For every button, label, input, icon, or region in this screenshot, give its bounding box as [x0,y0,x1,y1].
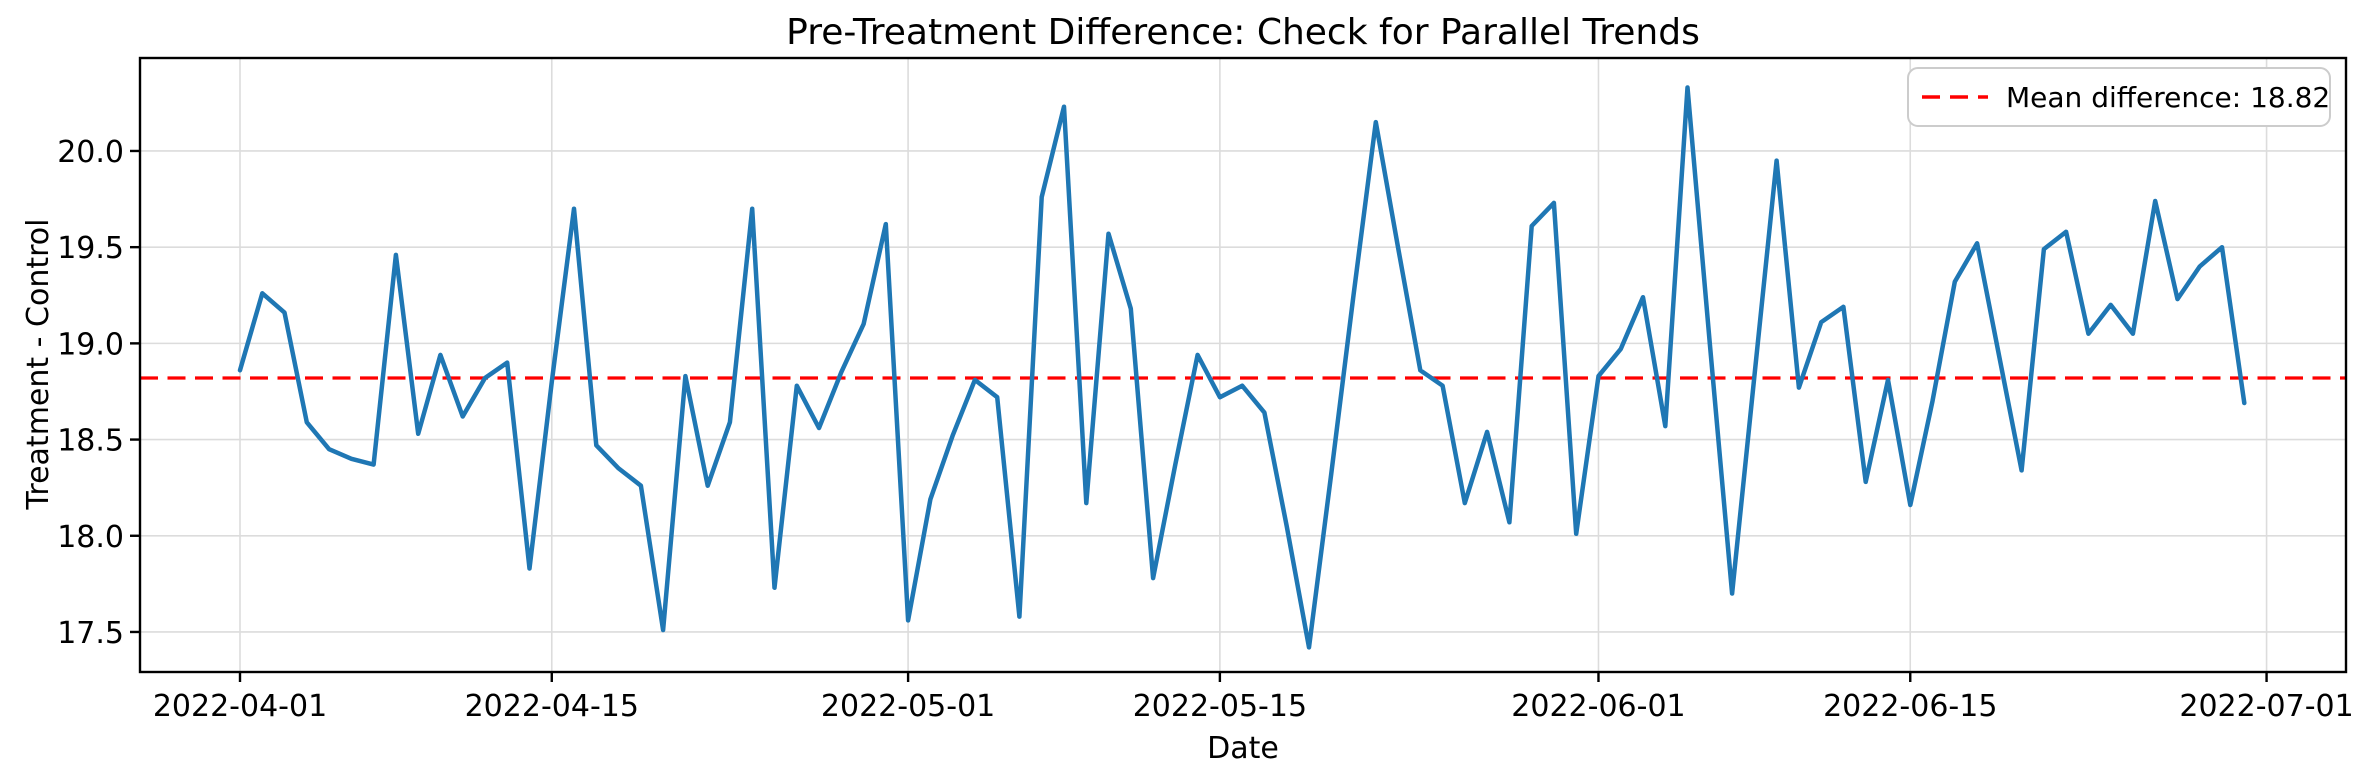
chart-title: Pre-Treatment Difference: Check for Para… [786,12,1700,53]
y-tick-labels: 17.5 18.0 18.5 19.0 19.5 20.0 [57,135,124,651]
gridlines [140,58,2346,672]
y-axis-label: Treatment - Control [21,219,56,511]
y-tick-label: 19.5 [57,231,124,266]
x-tick-labels: 2022-04-01 2022-04-15 2022-05-01 2022-05-15… [153,689,2354,724]
y-tick-label: 19.0 [57,327,124,362]
x-tick-label: 2022-04-15 [465,689,639,724]
x-tick-label: 2022-04-01 [153,689,327,724]
y-tick-label: 18.5 [57,424,124,459]
series-line [237,85,2247,650]
tick-marks [130,149,2268,682]
x-tick-label: 2022-05-01 [821,689,995,724]
x-axis-label: Date [1207,731,1279,766]
legend-label: Mean difference: 18.82 [2006,81,2330,114]
x-tick-label: 2022-07-01 [2179,689,2353,724]
legend: Mean difference: 18.82 [1907,67,2331,127]
y-tick-label: 17.5 [57,616,124,651]
plot-frame [138,56,2348,674]
x-tick-label: 2022-06-15 [1823,689,1997,724]
y-tick-label: 18.0 [57,520,124,555]
x-tick-label: 2022-05-15 [1133,689,1307,724]
y-tick-label: 20.0 [57,135,124,170]
legend-box [1907,67,2331,127]
x-tick-label: 2022-06-01 [1511,689,1685,724]
